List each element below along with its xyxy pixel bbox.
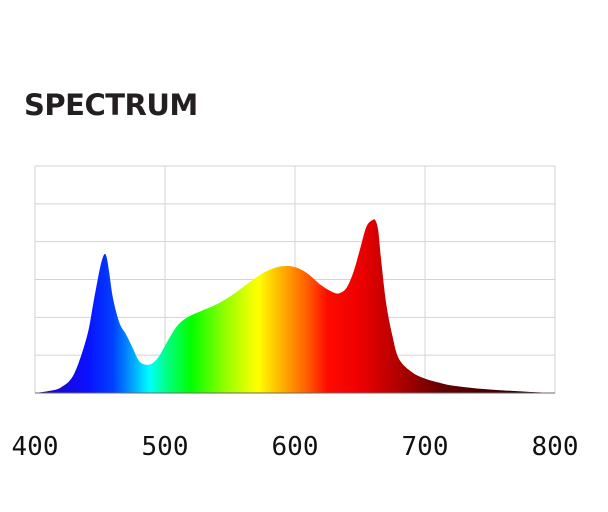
x-tick-label: 400	[12, 432, 59, 462]
x-tick-label: 800	[532, 432, 579, 462]
spectrum-area	[35, 219, 555, 393]
x-tick-label: 700	[402, 432, 449, 462]
series-area-layer	[35, 219, 555, 394]
x-tick-labels: 400 500 600 700 800	[12, 432, 579, 462]
x-tick-label: 600	[272, 432, 319, 462]
x-tick-label: 500	[142, 432, 189, 462]
chart-title: SPECTRUM	[24, 88, 198, 122]
